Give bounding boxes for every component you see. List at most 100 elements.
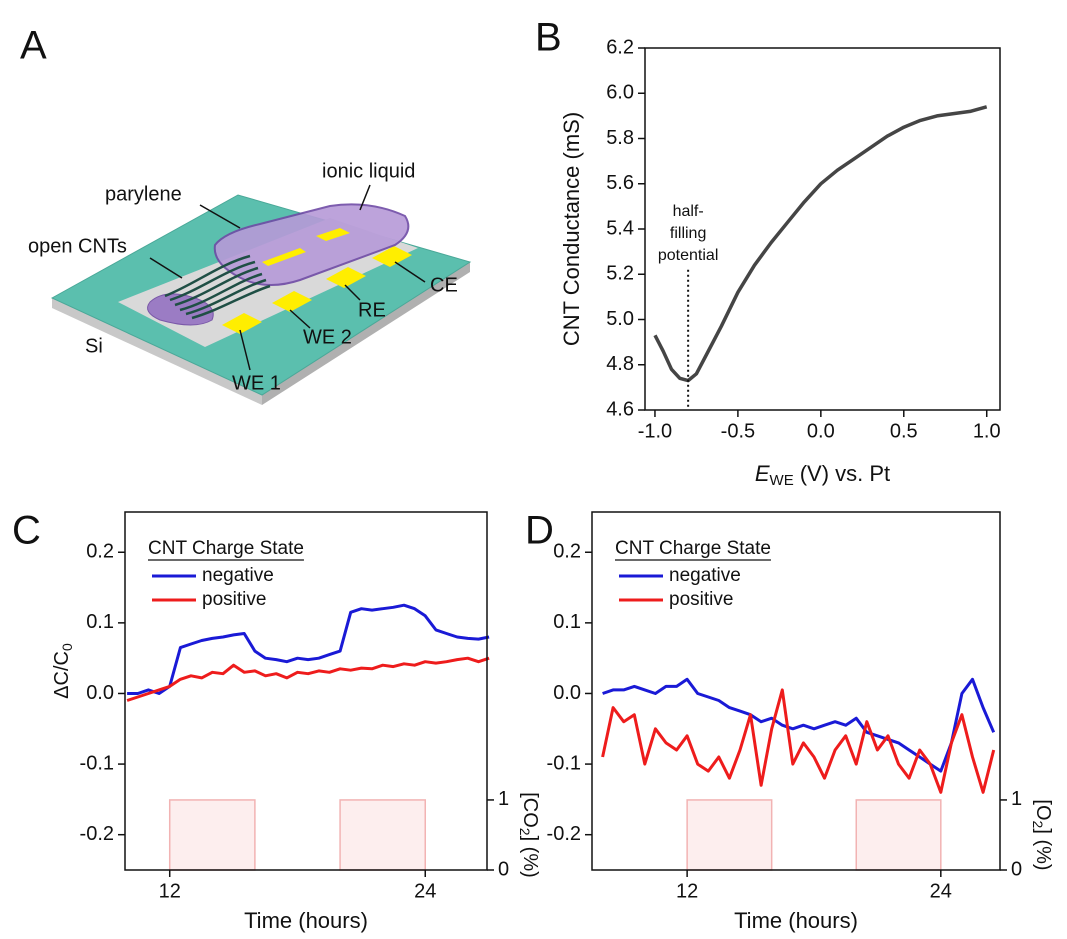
pulse-bar [855,799,942,871]
x-tick-label: 12 [159,880,181,902]
x-tick-label: 1.0 [973,420,1001,442]
y-axis-text: ΔC/C [51,651,73,699]
slab-side [52,298,262,405]
x-axis-symbol: E [755,461,770,486]
y-tick-label: 0.0 [86,682,114,704]
data-line [601,688,996,794]
diagram-label: open CNTs [28,235,127,257]
legend-label: negative [202,565,274,586]
y2-axis-text: ] (%) [519,836,541,878]
x-axis-subscript: WE [770,472,794,489]
diagram-label: RE [358,299,386,321]
data-line [126,656,490,702]
y-axis-label: CNT Conductance (mS) [559,112,584,346]
annotation-text: half- [673,203,704,220]
x-axis-text: (V) vs. Pt [800,461,890,486]
legend-title: CNT Charge State [615,538,771,559]
y-tick-label: -0.1 [80,752,114,774]
leader-line [239,329,251,371]
x-axis-label: Time (hours) [244,908,368,933]
y2-axis-label: [O2] (%) [1030,799,1053,870]
data-line [127,603,490,695]
cnt-wire [191,284,271,320]
y-tick-label: 0.2 [86,541,114,563]
x-tick-label: 0.5 [890,420,918,442]
y2-axis-text: ] (%) [1032,828,1054,870]
cnt-wire [179,272,263,312]
leader-line [344,284,361,301]
pad-strip [316,228,350,241]
diagram-label: parylene [105,183,182,205]
y2-axis-subscript: 2 [517,828,533,836]
x-axis-label: EWE (V) vs. Pt [755,461,890,489]
leader-lines [149,184,426,371]
diagram-label: WE 1 [232,372,281,394]
y-tick-label: 6.0 [606,82,634,104]
diagram-label: CE [430,274,458,296]
x-tick-label: 12 [676,880,698,902]
ionic-liquid [213,203,410,286]
y-tick-label: 4.8 [606,353,634,375]
x-tick-label: 24 [930,880,952,902]
legend-title: CNT Charge State [148,538,304,559]
pad-we2 [272,291,312,312]
y-axis-label: ΔC/C0 [51,643,74,699]
leader-line [149,257,183,279]
y2-tick-label: 0 [498,858,509,880]
y-tick-label: 5.0 [606,308,634,330]
panel-label: C [12,509,41,553]
chart-panel: -1.0 -0.5 0.0 0.5 1.0 4.6 4.8 5.0 5.2 5.4 5.6 5.8 6.… [535,16,1001,489]
y2-axis-subscript: 2 [1030,821,1046,829]
diagram-label: ionic liquid [322,160,415,182]
slab-side [262,262,470,405]
panel-label: A [20,24,47,68]
pulse-bar [686,799,773,871]
annotation-text: filling [670,225,706,242]
data-line [602,677,996,773]
cnt-wire [185,278,267,316]
cnt-wire [164,254,251,298]
x-tick-label: -0.5 [721,420,755,442]
y2-tick-label: 1 [1011,788,1022,810]
y-tick-label: 4.6 [606,398,634,420]
diagram-label: WE 2 [303,326,352,348]
y-tick-label: 5.6 [606,172,634,194]
annotation-text: potential [658,247,719,264]
panel-label: B [535,16,562,60]
leader-line [199,204,241,229]
pad-re [326,267,366,288]
chart-panel: 12 24 -0.2 -0.1 0.0 0.1 0.2 0 1 Time (hours) [O2] … [525,509,1054,933]
y2-axis-text: [CO [519,792,541,828]
diagram-label: Si [85,335,103,357]
plot-frame [591,511,1001,871]
cnt-wire [169,260,256,302]
y-tick-label: 0.2 [553,541,581,563]
y-tick-label: -0.1 [547,752,581,774]
pad-ce [372,246,412,267]
y2-axis-label: [CO2] (%) [517,792,540,878]
device-diagram: A parylene ionic liquid open CNTs Si WE … [20,24,472,405]
y-tick-label: -0.2 [547,823,581,845]
y2-tick-label: 0 [1011,858,1022,880]
leader-line [359,184,371,211]
y2-tick-label: 1 [498,788,509,810]
x-tick-label: 0.0 [807,420,835,442]
pulse-bar [168,799,256,871]
y2-axis-text: [O [1032,799,1054,820]
y-tick-label: 0.0 [553,682,581,704]
leader-line [394,261,426,283]
y-tick-label: 5.2 [606,263,634,285]
panel-label: D [525,509,554,553]
y-tick-label: 5.4 [606,217,634,239]
leader-line [289,309,311,329]
pad-strip [262,248,306,266]
y-tick-label: 6.2 [606,36,634,58]
cnt-wires [164,254,271,320]
y-tick-label: -0.2 [80,823,114,845]
legend-label: negative [669,565,741,586]
y-tick-label: 0.1 [86,611,114,633]
y-axis-subscript: 0 [59,643,75,651]
x-tick-label: 24 [414,880,436,902]
